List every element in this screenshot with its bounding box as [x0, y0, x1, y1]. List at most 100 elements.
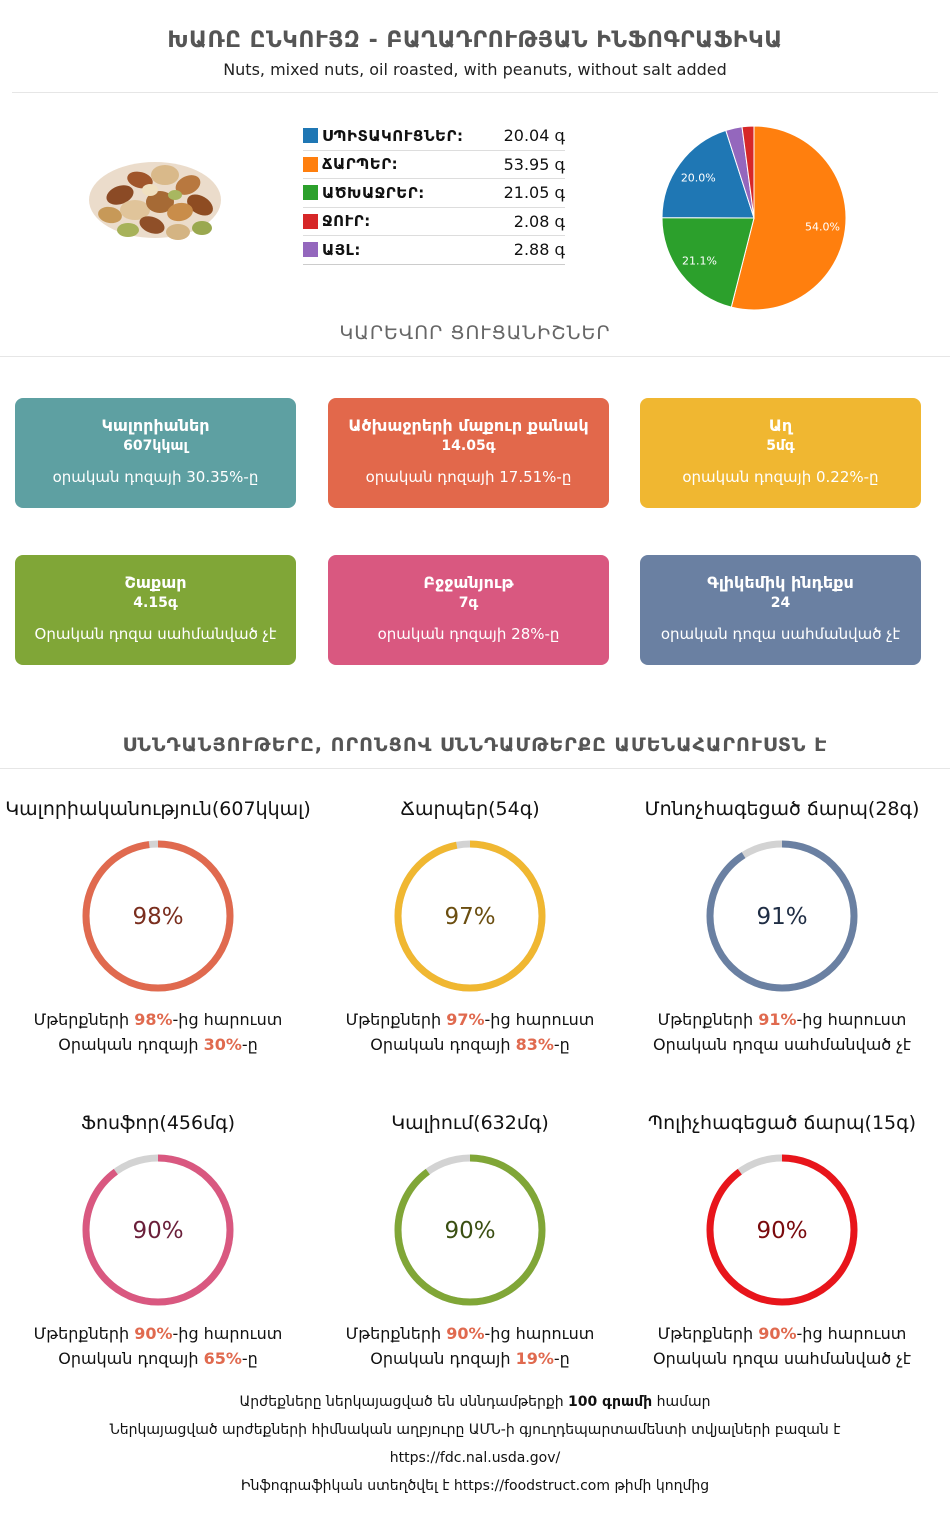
ring-chart: 90%: [82, 1154, 234, 1306]
pie-slice-label: 54.0%: [805, 221, 840, 234]
macro-row-carbs: ԱԾԽԱՋՐԵՐ: 21.05 գ: [303, 179, 565, 208]
ring-percent-label: 97%: [444, 904, 495, 930]
card-daily: օրական դոզայի 0.22%-ը: [682, 468, 879, 486]
ring-progress: [706, 1154, 858, 1306]
card-name: Կալորիաներ: [101, 416, 210, 435]
card-sugar: Շաքար 4.15գ Օրական դոզա սահմանված չէ: [15, 555, 296, 665]
macro-label: ՃԱՐՊԵՐ:: [322, 155, 399, 174]
ring-rank-line: Մթերքների 90%-ից հարուստ: [657, 1324, 907, 1343]
card-calories: Կալորիաներ 607կկալ օրական դոզայի 30.35%-…: [15, 398, 296, 508]
card-name: Բջջանյութ: [423, 573, 514, 592]
ring-percent-label: 90%: [444, 1218, 495, 1244]
ring-block-monounsaturated-fat: Մոնոչհագեցած ճարպ(28գ) 91% Մթերքների 91%…: [624, 798, 940, 1054]
ring-rank-line: Մթերքների 91%-ից հարուստ: [657, 1010, 907, 1029]
ring-rank-line: Մթերքների 90%-ից հարուստ: [345, 1324, 595, 1343]
ring-daily-line: Օրական դոզա սահմանված չէ: [652, 1349, 912, 1368]
card-value: 7գ: [458, 595, 479, 611]
protein-swatch: [303, 128, 318, 144]
ring-block-fat: Ճարպեր(54գ) 97% Մթերքների 97%-ից հարուստ…: [312, 798, 628, 1054]
ring-progress: [394, 1154, 546, 1306]
carbs-swatch: [303, 185, 318, 201]
card-daily: օրական դոզա սահմանված չէ: [660, 625, 901, 643]
ring-name: Մոնոչհագեցած ճարպ(28գ): [644, 798, 920, 820]
ring-progress: [82, 1154, 234, 1306]
card-name: Շաքար: [124, 573, 187, 592]
ring-chart: 91%: [706, 840, 858, 992]
card-value: 4.15գ: [133, 595, 178, 611]
ring-block-calories: Կալորիականություն(607կկալ) 98% Մթերքների…: [0, 798, 316, 1054]
macro-row-water: ՋՈՒՐ: 2.08 գ: [303, 208, 565, 236]
ring-name: Ֆոսֆոր(456մգ): [80, 1112, 236, 1134]
card-daily: օրական դոզայի 17.51%-ը: [365, 468, 572, 486]
rich-nutrients-title: ՍՆՆԴԱՆՅՈՒԹԵՐԸ, ՈՐՈՆՑՈՎ ՍՆՆԴԱՄԹԵՐՔԸ ԱՄԵՆԱ…: [122, 734, 828, 756]
header-divider: [12, 92, 938, 93]
ring-progress: [706, 840, 858, 992]
macro-label: ԱԾԽԱՋՐԵՐ:: [322, 183, 425, 202]
card-value: 607կկալ: [123, 438, 188, 454]
ring-block-phosphorus: Ֆոսֆոր(456մգ) 90% Մթերքների 90%-ից հարու…: [0, 1112, 316, 1368]
ring-name: Կալիում(632մգ): [391, 1112, 549, 1134]
ring-daily-line: Օրական դոզայի 65%-ը: [58, 1349, 258, 1368]
other-swatch: [303, 242, 318, 258]
rich-nutrients-divider: [0, 768, 950, 769]
ring-name: Կալորիականություն(607կկալ): [5, 798, 311, 820]
card-name: Աղ: [768, 416, 793, 435]
ring-rank-line: Մթերքների 98%-ից հարուստ: [33, 1010, 283, 1029]
ring-chart: 97%: [394, 840, 546, 992]
key-indicators-divider: [0, 356, 950, 357]
footer-source-link[interactable]: https://fdc.nal.usda.gov/: [389, 1450, 561, 1466]
card-salt: Աղ 5մգ օրական դոզայի 0.22%-ը: [640, 398, 921, 508]
macro-row-other: ԱՅԼ: 2.88 գ: [303, 236, 565, 265]
ring-progress: [82, 840, 234, 992]
macro-value: 2.08 գ: [513, 211, 565, 231]
macro-value: 53.95 գ: [503, 154, 565, 174]
card-value: 14.05գ: [441, 438, 496, 454]
macro-value: 21.05 գ: [503, 183, 565, 203]
macro-label: ՍՊԻՏԱԿՈՒՑՆԵՐ:: [322, 126, 464, 145]
card-net-carbs: Ածխաջրերի մաքուր քանակ 14.05գ օրական դոզ…: [328, 398, 609, 508]
ring-daily-line: Օրական դոզա սահմանված չէ: [652, 1035, 912, 1054]
pie-slice: [661, 217, 755, 308]
ring-name: Ճարպեր(54գ): [400, 798, 540, 820]
card-daily: օրական դոզայի 30.35%-ը: [52, 468, 259, 486]
ring-block-potassium: Կալիում(632մգ) 90% Մթերքների 90%-ից հարո…: [312, 1112, 628, 1368]
key-indicators-title: ԿԱՐԵՎՈՐ ՑՈՒՑԱՆԻՇՆԵՐ: [339, 322, 611, 344]
ring-percent-label: 98%: [132, 904, 183, 930]
page-subtitle: Nuts, mixed nuts, oil roasted, with pean…: [223, 60, 727, 79]
ring-block-polyunsaturated-fat: Պոլիչհագեցած ճարպ(15գ) 90% Մթերքների 90%…: [624, 1112, 940, 1368]
macro-legend: ՍՊԻՏԱԿՈՒՑՆԵՐ: 20.04 գ ՃԱՐՊԵՐ: 53.95 գ ԱԾ…: [303, 122, 565, 265]
macro-value: 20.04 գ: [503, 126, 565, 146]
card-daily: Օրական դոզա սահմանված չէ: [34, 625, 277, 643]
ring-daily-line: Օրական դոզայի 83%-ը: [370, 1035, 570, 1054]
ring-rank-line: Մթերքների 97%-ից հարուստ: [345, 1010, 595, 1029]
ring-daily-line: Օրական դոզայի 19%-ը: [370, 1349, 570, 1368]
pie-slice-label: 21.1%: [682, 254, 717, 267]
card-name: Գլիկեմիկ ինդեքս: [707, 573, 854, 592]
ring-chart: 98%: [82, 840, 234, 992]
fat-swatch: [303, 156, 318, 172]
pie-slice-label: 20.0%: [681, 171, 716, 184]
ring-percent-label: 91%: [756, 904, 807, 930]
ring-daily-line: Օրական դոզայի 30%-ը: [58, 1035, 258, 1054]
card-glycemic-index: Գլիկեմիկ ինդեքս 24 օրական դոզա սահմանված…: [640, 555, 921, 665]
macro-label: ԱՅԼ:: [322, 240, 361, 259]
foodstruct-link[interactable]: https://foodstruct.com: [453, 1478, 610, 1494]
ring-progress: [394, 840, 546, 992]
ring-chart: 90%: [394, 1154, 546, 1306]
card-fiber: Բջջանյութ 7գ օրական դոզայի 28%-ը: [328, 555, 609, 665]
ring-percent-label: 90%: [132, 1218, 183, 1244]
pie-slice: [730, 125, 847, 311]
footer-source: Ներկայացված արժեքների հիմնական աղբյուրը …: [109, 1422, 841, 1438]
macro-value: 2.88 գ: [513, 240, 565, 260]
card-name: Ածխաջրերի մաքուր քանակ: [348, 416, 589, 435]
footer-credit: Ինֆոգրաֆիկան ստեղծվել է https://foodstru…: [240, 1478, 710, 1494]
macro-label: ՋՈՒՐ:: [322, 212, 371, 231]
card-daily: օրական դոզայի 28%-ը: [377, 625, 560, 643]
ring-chart: 90%: [706, 1154, 858, 1306]
pie-slice: [741, 125, 755, 219]
card-value: 24: [770, 595, 791, 611]
pie-slice: [661, 129, 755, 219]
ring-name: Պոլիչհագեցած ճարպ(15գ): [647, 1112, 917, 1134]
macro-row-protein: ՍՊԻՏԱԿՈՒՑՆԵՐ: 20.04 գ: [303, 122, 565, 151]
water-swatch: [303, 213, 318, 229]
